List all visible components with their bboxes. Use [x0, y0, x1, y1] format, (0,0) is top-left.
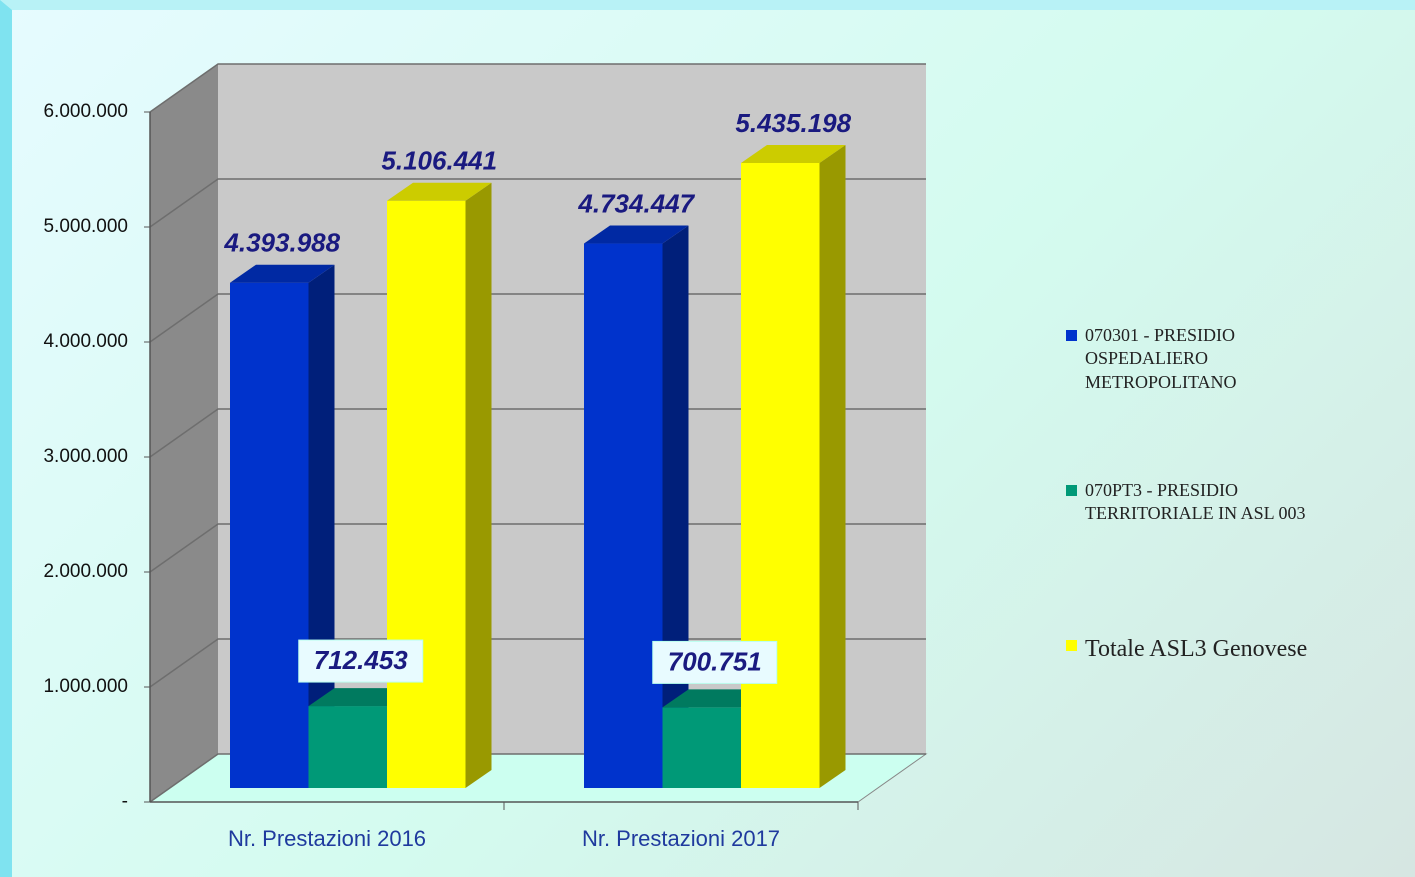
grid-line — [149, 63, 926, 113]
bar-side — [465, 182, 492, 788]
bar-front — [308, 706, 387, 788]
bar-front — [662, 707, 741, 788]
value-label: 4.734.447 — [577, 188, 695, 218]
value-label: 5.435.198 — [735, 108, 851, 138]
y-tick-label: 1.000.000 — [43, 676, 128, 697]
y-tick-label: - — [122, 791, 128, 812]
bar-top — [584, 225, 689, 244]
y-tick-label: 3.000.000 — [43, 446, 128, 467]
bar-top — [387, 182, 492, 201]
x-tick-label: Nr. Prestazioni 2017 — [582, 826, 780, 851]
bar-top — [230, 264, 335, 283]
y-tick-label: 4.000.000 — [43, 331, 128, 352]
y-tick-label: 6.000.000 — [43, 101, 128, 122]
legend-entry: 070PT3 - PRESIDIO TERRITORIALE IN ASL 00… — [1066, 479, 1355, 526]
value-label-box — [298, 639, 424, 683]
value-label: 700.751 — [668, 646, 762, 676]
grid-line — [149, 523, 926, 573]
x-tick-label: Nr. Prestazioni 2016 — [228, 826, 426, 851]
y-tick-label: 5.000.000 — [43, 216, 128, 237]
bar-front — [387, 200, 466, 788]
grid-line — [149, 638, 926, 688]
legend-label: Totale ASL3 Genovese — [1085, 636, 1308, 662]
grid-line — [149, 408, 926, 458]
value-label: 4.393.988 — [223, 228, 340, 258]
value-label-box — [652, 640, 778, 684]
legend-entry: 070301 - PRESIDIO OSPEDALIERO METROPOLIT… — [1066, 324, 1270, 394]
legend-entry: Totale ASL3 Genovese — [1066, 634, 1375, 665]
legend-swatch — [1066, 640, 1077, 651]
value-label: 5.106.441 — [381, 146, 497, 176]
y-tick-label: 2.000.000 — [43, 561, 128, 582]
bar-front — [230, 282, 309, 788]
legend-swatch — [1066, 485, 1077, 496]
value-label: 712.453 — [314, 645, 409, 675]
bar-front — [741, 162, 820, 789]
bar-front — [584, 243, 663, 789]
bar-top — [741, 144, 846, 163]
bar-top — [662, 689, 767, 708]
legend-label: 070PT3 - PRESIDIO TERRITORIALE IN ASL 00… — [1085, 480, 1306, 524]
grid-line — [149, 178, 926, 228]
bar-side — [819, 144, 846, 789]
legend-label: 070301 - PRESIDIO OSPEDALIERO METROPOLIT… — [1085, 325, 1237, 392]
legend-swatch — [1066, 330, 1077, 341]
bar-top — [308, 688, 413, 707]
grid-line — [149, 293, 926, 343]
